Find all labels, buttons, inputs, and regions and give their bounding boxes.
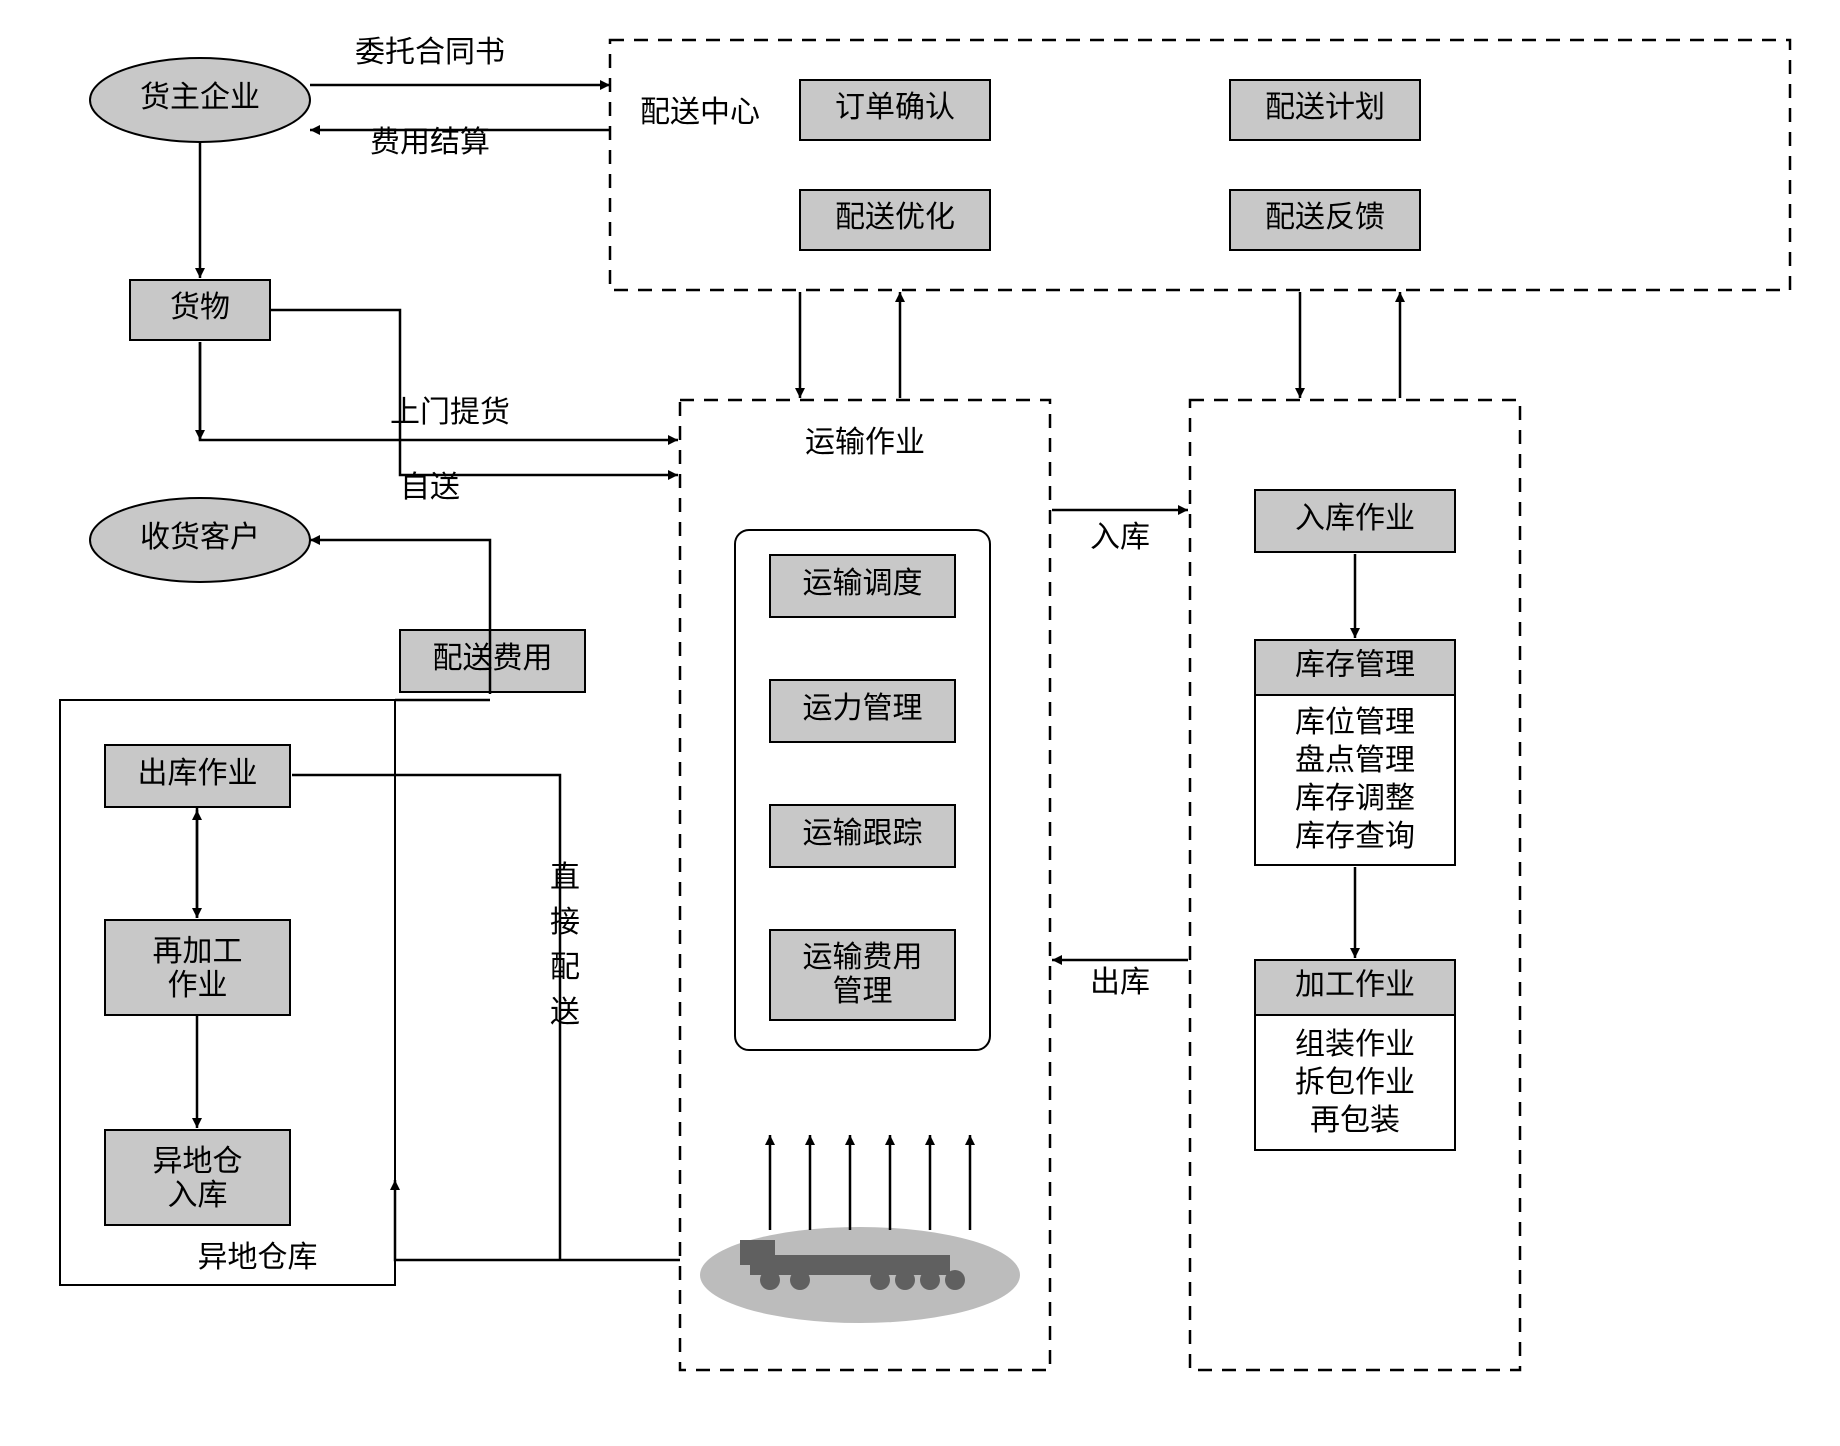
svg-text:订单确认: 订单确认 — [835, 91, 955, 124]
flowchart-canvas: 库位管理盘点管理库存调整库存查询组装作业拆包作业再包装 货主企业收货客户 货物 订单确… — [0, 0, 1840, 1446]
svg-text:异地仓库: 异地仓库 — [198, 1241, 318, 1274]
svg-text:配送费用: 配送费用 — [433, 642, 553, 675]
svg-text:配送优化: 配送优化 — [835, 201, 955, 234]
svg-text:收货客户: 收货客户 — [140, 521, 260, 554]
svg-text:加工作业: 加工作业 — [1295, 968, 1415, 1001]
svg-text:直: 直 — [550, 861, 580, 894]
svg-text:送: 送 — [550, 996, 580, 1029]
svg-text:拆包作业: 拆包作业 — [1295, 1066, 1415, 1099]
svg-text:运输费用: 运输费用 — [803, 941, 923, 974]
svg-text:出库作业: 出库作业 — [138, 757, 258, 790]
svg-text:配: 配 — [550, 951, 580, 984]
svg-text:库存管理: 库存管理 — [1295, 648, 1415, 681]
svg-text:配送计划: 配送计划 — [1265, 91, 1385, 124]
svg-text:运输作业: 运输作业 — [805, 426, 925, 459]
svg-text:再包装: 再包装 — [1310, 1104, 1400, 1137]
svg-text:上门提货: 上门提货 — [390, 396, 510, 429]
svg-text:异地仓: 异地仓 — [153, 1145, 243, 1178]
svg-text:配送反馈: 配送反馈 — [1265, 201, 1385, 234]
svg-text:配送中心: 配送中心 — [640, 96, 760, 129]
svg-text:盘点管理: 盘点管理 — [1295, 744, 1415, 777]
svg-text:库存调整: 库存调整 — [1295, 782, 1415, 815]
svg-text:入库: 入库 — [1090, 521, 1150, 554]
svg-text:货物: 货物 — [170, 291, 230, 324]
svg-text:入库作业: 入库作业 — [1295, 502, 1415, 535]
dashed-panel-top — [610, 40, 1790, 290]
svg-text:入库: 入库 — [168, 1179, 228, 1212]
arrow — [270, 310, 678, 475]
svg-text:接: 接 — [550, 906, 580, 939]
svg-text:作业: 作业 — [168, 969, 228, 1002]
svg-text:货主企业: 货主企业 — [140, 81, 260, 114]
svg-text:再加工: 再加工 — [153, 935, 243, 968]
svg-text:出库: 出库 — [1090, 966, 1150, 999]
svg-text:组装作业: 组装作业 — [1295, 1028, 1415, 1061]
svg-text:委托合同书: 委托合同书 — [355, 36, 505, 69]
svg-text:管理: 管理 — [833, 975, 893, 1008]
svg-text:运输跟踪: 运输跟踪 — [803, 817, 923, 850]
svg-text:运力管理: 运力管理 — [803, 692, 923, 725]
svg-text:库位管理: 库位管理 — [1295, 706, 1415, 739]
svg-text:库存查询: 库存查询 — [1295, 820, 1415, 853]
arrow — [395, 1180, 680, 1260]
svg-text:运输调度: 运输调度 — [803, 567, 923, 600]
